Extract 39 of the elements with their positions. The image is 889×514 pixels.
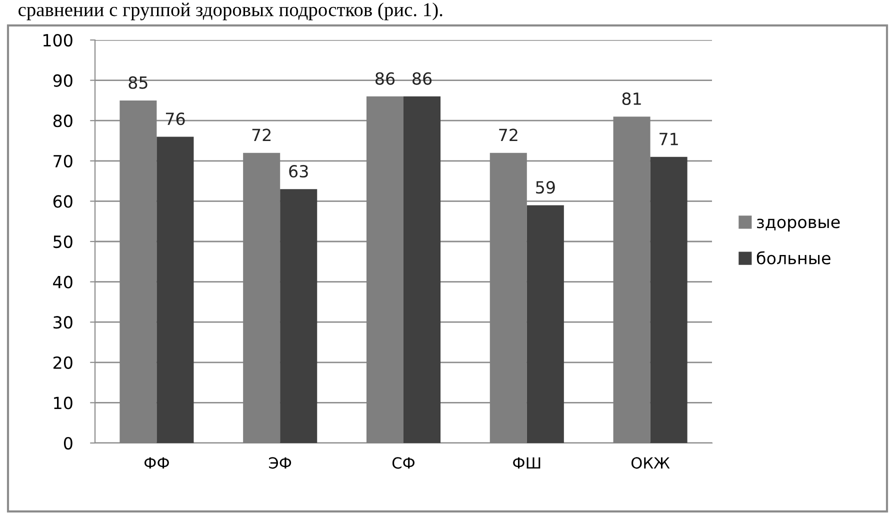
- bar: [526, 205, 564, 443]
- y-tick-label: 10: [54, 396, 72, 410]
- y-tick-label: 100: [43, 34, 72, 47]
- y-tick-label: 70: [54, 154, 72, 168]
- bar: [366, 96, 404, 443]
- bar: [243, 152, 280, 443]
- x-tick-label: ФШ: [513, 457, 540, 468]
- data-label: 63: [289, 164, 308, 178]
- bar: [404, 96, 441, 443]
- legend-label: здоровые: [757, 218, 840, 232]
- x-tick-label: СФ: [392, 457, 415, 469]
- bar: [490, 152, 527, 443]
- y-tick-label: 90: [53, 74, 72, 87]
- y-tick-label: 50: [54, 235, 72, 248]
- y-tick-label: 0: [64, 436, 72, 450]
- bar: [156, 136, 194, 443]
- y-tick-label: 80: [53, 114, 72, 128]
- data-label: 85: [128, 76, 148, 89]
- data-label: 59: [536, 181, 555, 194]
- legend-label: больные: [756, 251, 830, 264]
- data-label: 86: [412, 72, 432, 85]
- y-tick-label: 40: [53, 276, 72, 288]
- x-tick-label: ОКЖ: [631, 457, 670, 469]
- data-label: 86: [376, 72, 395, 85]
- text: сравнении с группой здоровых подростков (рис. 1).: [18, 2, 442, 20]
- bar: [280, 189, 318, 443]
- x-tick-label: ЭФ: [269, 457, 292, 469]
- x-tick-label: ФФ: [144, 457, 169, 468]
- y-tick-label: 20: [53, 356, 72, 369]
- data-label: 76: [166, 112, 185, 126]
- data-label: 72: [252, 128, 271, 142]
- bar: [120, 100, 157, 443]
- y-tick-label: 60: [53, 195, 72, 208]
- data-label: 71: [660, 132, 678, 146]
- data-label: 81: [622, 92, 641, 106]
- bar: [650, 156, 688, 443]
- bar: [613, 116, 650, 443]
- y-tick-label: 30: [54, 316, 72, 329]
- data-label: 72: [499, 128, 518, 142]
